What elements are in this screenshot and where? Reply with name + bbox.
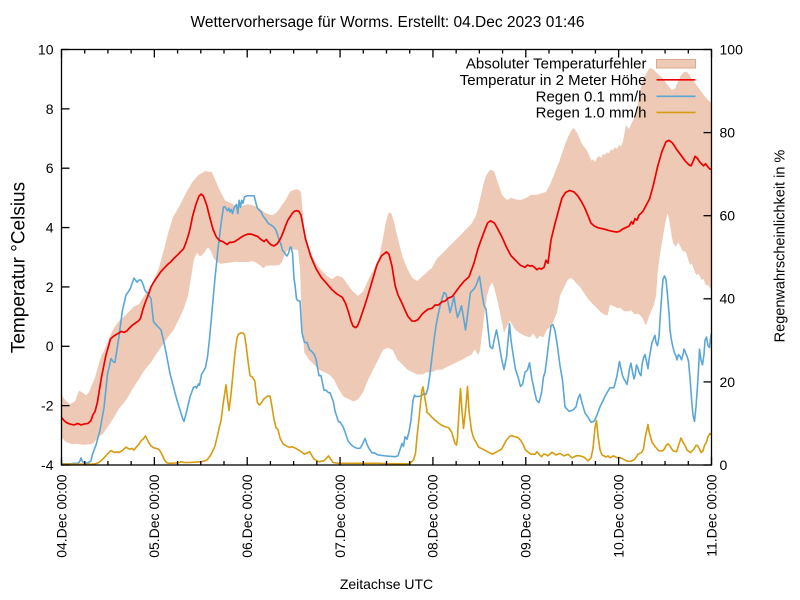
svg-text:Temperatur °Celsius: Temperatur °Celsius [9,182,30,353]
svg-text:Wettervorhersage für Worms. Er: Wettervorhersage für Worms. Erstellt: 04… [191,14,585,31]
svg-text:Temperatur in 2 Meter Höhe: Temperatur in 2 Meter Höhe [460,72,647,89]
svg-text:09.Dec 00:00: 09.Dec 00:00 [518,474,534,557]
svg-text:-4: -4 [41,457,54,473]
svg-text:Regen 0.1 mm/h: Regen 0.1 mm/h [536,89,647,106]
svg-text:40: 40 [720,291,736,307]
svg-text:Zeitachse UTC: Zeitachse UTC [340,576,433,592]
svg-text:Absoluter Temperaturfehler: Absoluter Temperaturfehler [466,56,647,73]
svg-text:2: 2 [46,279,54,295]
svg-text:Regenwahrscheinlichkeit in %: Regenwahrscheinlichkeit in % [773,150,789,343]
svg-text:-2: -2 [41,398,54,414]
svg-text:20: 20 [720,374,736,390]
svg-text:8: 8 [46,101,54,117]
svg-text:08.Dec 00:00: 08.Dec 00:00 [425,474,441,557]
svg-text:4: 4 [46,219,54,235]
svg-text:6: 6 [46,160,54,176]
svg-text:80: 80 [720,125,736,141]
svg-text:11.Dec 00:00: 11.Dec 00:00 [703,474,719,556]
svg-text:10.Dec 00:00: 10.Dec 00:00 [610,474,626,557]
svg-text:10: 10 [38,41,54,57]
svg-text:100: 100 [720,41,744,57]
svg-text:05.Dec 00:00: 05.Dec 00:00 [146,474,162,557]
svg-text:06.Dec 00:00: 06.Dec 00:00 [239,474,255,557]
svg-text:0: 0 [46,338,54,354]
svg-text:60: 60 [720,208,736,224]
svg-text:0: 0 [720,457,728,473]
svg-text:07.Dec 00:00: 07.Dec 00:00 [332,474,348,557]
svg-text:Regen 1.0 mm/h: Regen 1.0 mm/h [536,105,647,122]
svg-text:04.Dec 00:00: 04.Dec 00:00 [53,474,69,557]
